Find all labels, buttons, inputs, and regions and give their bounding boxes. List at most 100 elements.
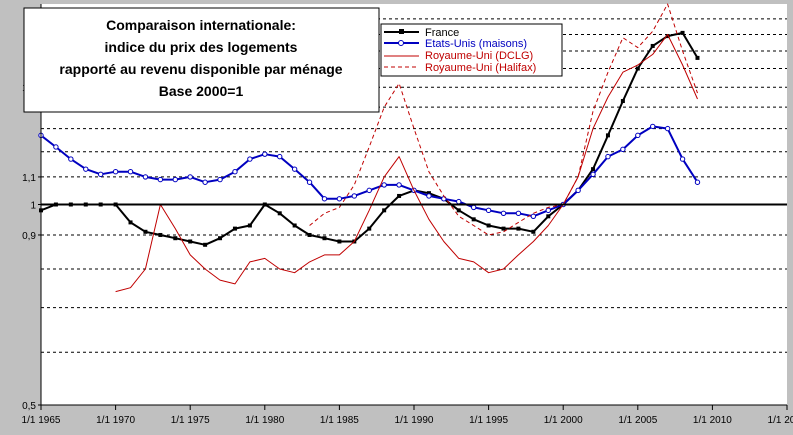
point-etats-unis-maisons-1970 <box>112 169 119 175</box>
point-france-1976 <box>203 242 208 247</box>
point-etats-unis-maisons-2004 <box>620 146 626 153</box>
point-france-2004 <box>620 99 625 104</box>
point-france-1977 <box>218 236 223 241</box>
point-etats-unis-maisons-1969 <box>97 171 104 178</box>
series-etats-unis-maisons <box>38 123 701 220</box>
chart-title-line-4: Base 2000=1 <box>159 83 244 99</box>
point-france-2007 <box>665 34 670 39</box>
point-france-1981 <box>277 211 282 216</box>
point-etats-unis-maisons-1989 <box>396 182 402 188</box>
point-etats-unis-maisons-2008 <box>679 156 686 162</box>
point-etats-unis-maisons-1972 <box>142 174 149 180</box>
point-etats-unis-maisons-1975 <box>187 174 193 180</box>
point-france-1972 <box>143 229 148 234</box>
point-etats-unis-maisons-1999 <box>545 207 551 214</box>
x-tick-label-9: 1/1 2010 <box>693 415 732 426</box>
point-france-1985 <box>337 239 342 244</box>
point-etats-unis-maisons-1981 <box>277 153 283 160</box>
point-etats-unis-maisons-1997 <box>515 210 522 217</box>
point-france-1995 <box>486 223 491 228</box>
point-etats-unis-maisons-1983 <box>306 179 313 185</box>
point-etats-unis-maisons-1966 <box>53 144 59 150</box>
x-tick-label-2: 1/1 1975 <box>171 415 210 426</box>
series-line-royaume-uni-dclg <box>115 34 698 293</box>
point-france-1973 <box>158 232 163 237</box>
point-etats-unis-maisons-1980 <box>262 151 268 157</box>
point-etats-unis-maisons-1977 <box>217 176 223 183</box>
point-france-1988 <box>382 208 387 213</box>
point-etats-unis-maisons-1995 <box>485 207 492 214</box>
point-etats-unis-maisons-1998 <box>530 213 537 220</box>
x-tick-label-5: 1/1 1990 <box>395 415 434 426</box>
point-etats-unis-maisons-2003 <box>605 153 611 160</box>
legend: France Etats-Unis (maisons) Royaume-Uni … <box>380 23 563 77</box>
point-etats-unis-maisons-1973 <box>157 176 164 183</box>
y-tick-label-2: 1 <box>30 201 36 212</box>
point-etats-unis-maisons-1994 <box>470 204 477 211</box>
point-france-1987 <box>367 226 372 231</box>
point-etats-unis-maisons-1986 <box>351 193 358 199</box>
point-france-1996 <box>501 226 506 231</box>
point-france-1971 <box>128 220 133 225</box>
point-etats-unis-maisons-2009 <box>694 179 701 185</box>
point-france-1993 <box>456 208 461 213</box>
point-etats-unis-maisons-1996 <box>500 210 507 217</box>
point-france-1982 <box>292 223 297 228</box>
point-france-1974 <box>173 236 178 241</box>
point-france-1994 <box>471 217 476 222</box>
series-layer <box>38 3 701 293</box>
point-france-2002 <box>591 167 596 172</box>
point-france-1983 <box>307 232 312 237</box>
point-etats-unis-maisons-1967 <box>68 156 74 162</box>
legend-marker-france <box>399 29 404 34</box>
point-france-1997 <box>516 226 521 231</box>
x-tick-label-1: 1/1 1970 <box>96 415 135 426</box>
y-tick-label-0: 0,5 <box>22 401 36 412</box>
point-etats-unis-maisons-1993 <box>456 198 462 205</box>
point-etats-unis-maisons-2007 <box>664 125 671 132</box>
point-etats-unis-maisons-1987 <box>366 187 372 194</box>
x-tick-label-10: 1/1 2015 <box>768 415 793 426</box>
y-tick-label-1: 0,9 <box>22 231 36 242</box>
point-etats-unis-maisons-1968 <box>83 166 89 172</box>
legend-marker-etats-unis <box>398 40 404 46</box>
point-france-2005 <box>635 66 640 71</box>
point-france-2009 <box>695 55 700 60</box>
x-tick-label-4: 1/1 1985 <box>320 415 359 426</box>
x-tick-label-0: 1/1 1965 <box>22 415 61 426</box>
legend-label-france: France <box>425 27 459 39</box>
chart-title-line-2: indice du prix des logements <box>105 39 298 55</box>
point-etats-unis-maisons-1974 <box>172 176 178 183</box>
legend-label-royaume-uni-halifax: Royaume-Uni (Halifax) <box>425 62 536 74</box>
point-etats-unis-maisons-1976 <box>202 179 208 185</box>
point-etats-unis-maisons-1988 <box>381 182 387 188</box>
point-etats-unis-maisons-1978 <box>232 169 238 175</box>
point-etats-unis-maisons-2002 <box>590 171 596 178</box>
point-etats-unis-maisons-2006 <box>650 123 656 130</box>
point-etats-unis-maisons-2005 <box>635 132 641 139</box>
point-france-1979 <box>247 223 252 228</box>
point-france-2003 <box>605 133 610 138</box>
point-etats-unis-maisons-1991 <box>426 193 432 199</box>
point-etats-unis-maisons-2001 <box>575 187 581 194</box>
point-france-1975 <box>188 239 193 244</box>
x-tick-label-6: 1/1 1995 <box>469 415 508 426</box>
point-france-1978 <box>232 226 237 231</box>
point-etats-unis-maisons-1979 <box>247 156 253 162</box>
series-royaume-uni-dclg <box>115 34 698 293</box>
point-france-2006 <box>650 43 655 48</box>
point-france-2008 <box>680 30 685 35</box>
x-tick-label-8: 1/1 2005 <box>618 415 657 426</box>
legend-label-royaume-uni-dclg: Royaume-Uni (DCLG) <box>425 50 533 62</box>
point-etats-unis-maisons-1971 <box>127 169 134 175</box>
chart-title-line-3: rapporté au revenu disponible par ménage <box>59 61 342 77</box>
point-france-1989 <box>397 193 402 198</box>
point-france-1998 <box>531 229 536 234</box>
point-etats-unis-maisons-1985 <box>336 196 343 202</box>
point-france-1984 <box>322 236 327 241</box>
x-tick-label-3: 1/1 1980 <box>245 415 284 426</box>
x-tick-label-7: 1/1 2000 <box>544 415 583 426</box>
point-etats-unis-maisons-1982 <box>291 166 298 172</box>
